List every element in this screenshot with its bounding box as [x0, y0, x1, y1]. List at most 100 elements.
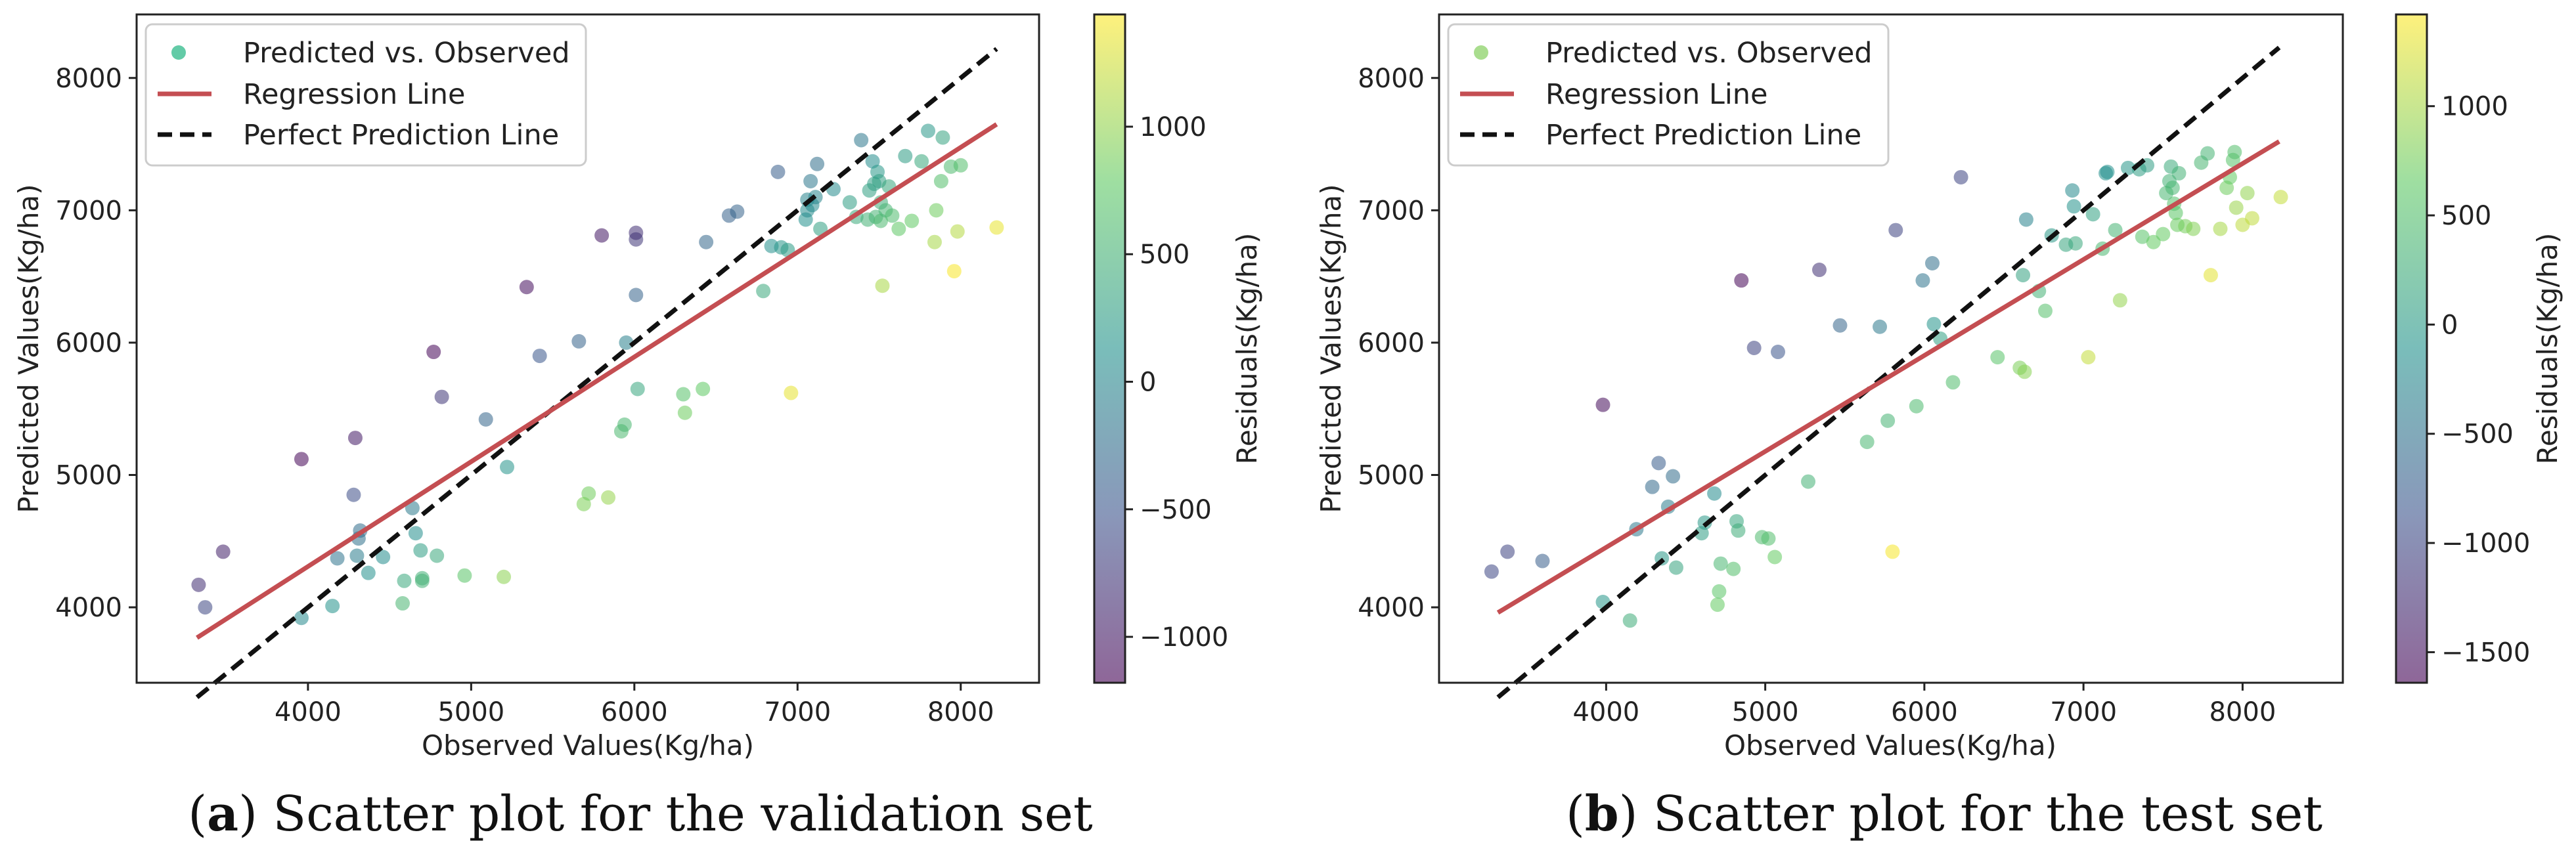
- caption-validation: (a) Scatter plot for the validation set: [188, 786, 1093, 842]
- scatter-point: [215, 544, 231, 559]
- scatter-point: [426, 345, 441, 360]
- scatter-point: [1500, 544, 1515, 559]
- x-axis-label: Observed Values(Kg/ha): [1724, 729, 2056, 762]
- colorbar: −1500 −1000 −500 0 500 1000 Residuals(Kg/ha): [2395, 13, 2564, 684]
- scatter-point: [1484, 564, 1499, 579]
- scatter-point: [408, 526, 423, 541]
- scatter-point: [191, 577, 206, 592]
- legend-label-scatter: Predicted vs. Observed: [243, 37, 570, 70]
- scatter-point: [1767, 549, 1783, 565]
- scatter-point: [629, 288, 644, 303]
- legend-label-perfect: Perfect Prediction Line: [1545, 119, 1861, 152]
- y-tick-label: 5000: [1358, 461, 1425, 491]
- scatter-point: [617, 417, 632, 432]
- scatter-point: [581, 486, 596, 501]
- scatter-point: [414, 573, 430, 588]
- colorbar-tick-label: 0: [2441, 310, 2458, 340]
- scatter-point: [1734, 273, 1749, 288]
- y-tick-label: 7000: [55, 196, 122, 226]
- scatter-point: [2156, 226, 2171, 242]
- x-axis-label: Observed Values(Kg/ha): [422, 729, 754, 762]
- y-axis-ticks: 4000 5000 6000 7000 8000: [1358, 64, 1439, 623]
- plot-frame: [135, 13, 1040, 684]
- scatter-point: [1873, 319, 1888, 334]
- scatter-point: [2227, 144, 2242, 160]
- legend-label-perfect: Perfect Prediction Line: [243, 119, 559, 152]
- scatter-point: [1859, 435, 1875, 450]
- legend: Predicted vs. Observed Regression Line P…: [1447, 23, 1890, 167]
- scatter-point: [1707, 486, 1722, 501]
- perfect-prediction-line: [195, 47, 998, 699]
- scatter-point: [784, 385, 799, 400]
- scatter-point: [1645, 479, 1660, 494]
- colorbar-frame: [1093, 13, 1126, 684]
- scatter-point: [677, 405, 692, 420]
- scatter-point: [2037, 303, 2053, 318]
- colorbar-ticks: −1000 −500 0 500 1000: [1125, 112, 1228, 653]
- scatter-point: [875, 278, 890, 293]
- scatter-point: [1712, 584, 1727, 599]
- scatter-point: [500, 460, 515, 475]
- scatter-point: [1535, 553, 1550, 569]
- panel-validation-chart: 4000 5000 6000 7000 8000 4000500060007000800…: [12, 13, 1263, 842]
- x-tick-label: 8000: [927, 697, 994, 727]
- scatter-point: [1811, 263, 1827, 278]
- scatter-point: [349, 548, 365, 563]
- scatter-point: [2171, 165, 2187, 181]
- panel-test-chart: 4000 5000 6000 7000 8000 4000 5000 6000 7000 800…: [1315, 13, 2564, 842]
- x-tick-label: 8000: [2209, 697, 2276, 727]
- colorbar-tick-label: 0: [1140, 368, 1156, 398]
- x-tick-label: 7000: [2050, 697, 2117, 727]
- scatter-point: [1832, 318, 1848, 333]
- scatter-point: [2120, 160, 2135, 175]
- scatter-point: [629, 225, 644, 240]
- legend-label-regression: Regression Line: [243, 78, 465, 111]
- scatter-point: [2017, 364, 2032, 379]
- scatter-point: [950, 224, 965, 239]
- scatter-point: [361, 565, 376, 580]
- scatter-point: [891, 221, 906, 236]
- scatter-point: [1915, 273, 1930, 288]
- y-tick-label: 4000: [1358, 593, 1425, 623]
- colorbar-tick-label: 500: [1140, 240, 1189, 270]
- scatter-point: [601, 490, 616, 505]
- scatter-point: [1713, 556, 1728, 571]
- scatter-point: [770, 164, 786, 179]
- y-tick-label: 6000: [1358, 328, 1425, 358]
- colorbar-tick-label: −1000: [1140, 622, 1228, 653]
- scatter-point: [198, 600, 213, 615]
- scatter-point: [330, 551, 345, 566]
- scatter-point: [929, 203, 944, 218]
- scatter-point: [457, 568, 472, 583]
- scatter-point: [2100, 164, 2115, 179]
- scatter-point: [810, 156, 825, 171]
- y-tick-label: 8000: [1358, 64, 1425, 94]
- x-tick-label: 6000: [601, 697, 668, 727]
- scatter-point: [935, 130, 950, 145]
- scatter-point: [953, 158, 968, 173]
- scatter-point: [1746, 340, 1762, 355]
- scatter-point: [1880, 413, 1896, 428]
- scatter-point: [2081, 350, 2096, 365]
- colorbar: −1000 −500 0 500 1000 Residuals(Kg/ha): [1093, 13, 1263, 684]
- scatter-point: [294, 611, 309, 626]
- scatter-point: [2203, 268, 2218, 283]
- scatter-point: [1926, 316, 1942, 332]
- x-tick-label: 6000: [1891, 697, 1958, 727]
- scatter-point: [696, 381, 711, 397]
- scatter-point: [376, 549, 391, 565]
- scatter-point: [1801, 474, 1816, 489]
- scatter-point: [594, 228, 610, 243]
- scatter-point: [2066, 199, 2081, 214]
- scatter-point: [885, 208, 900, 223]
- y-tick-label: 7000: [1358, 196, 1425, 226]
- colorbar-tick-label: 1000: [2441, 92, 2508, 122]
- scatter-point: [1771, 345, 1785, 360]
- scatter-point: [2065, 183, 2080, 198]
- scatter-point: [756, 284, 771, 299]
- legend-box: [1447, 23, 1890, 167]
- scatter-point: [862, 183, 877, 198]
- y-axis-label: Predicted Values(Kg/ha): [1315, 184, 1347, 513]
- scatter-point: [2186, 221, 2201, 236]
- scatter-points-group: [191, 123, 1004, 626]
